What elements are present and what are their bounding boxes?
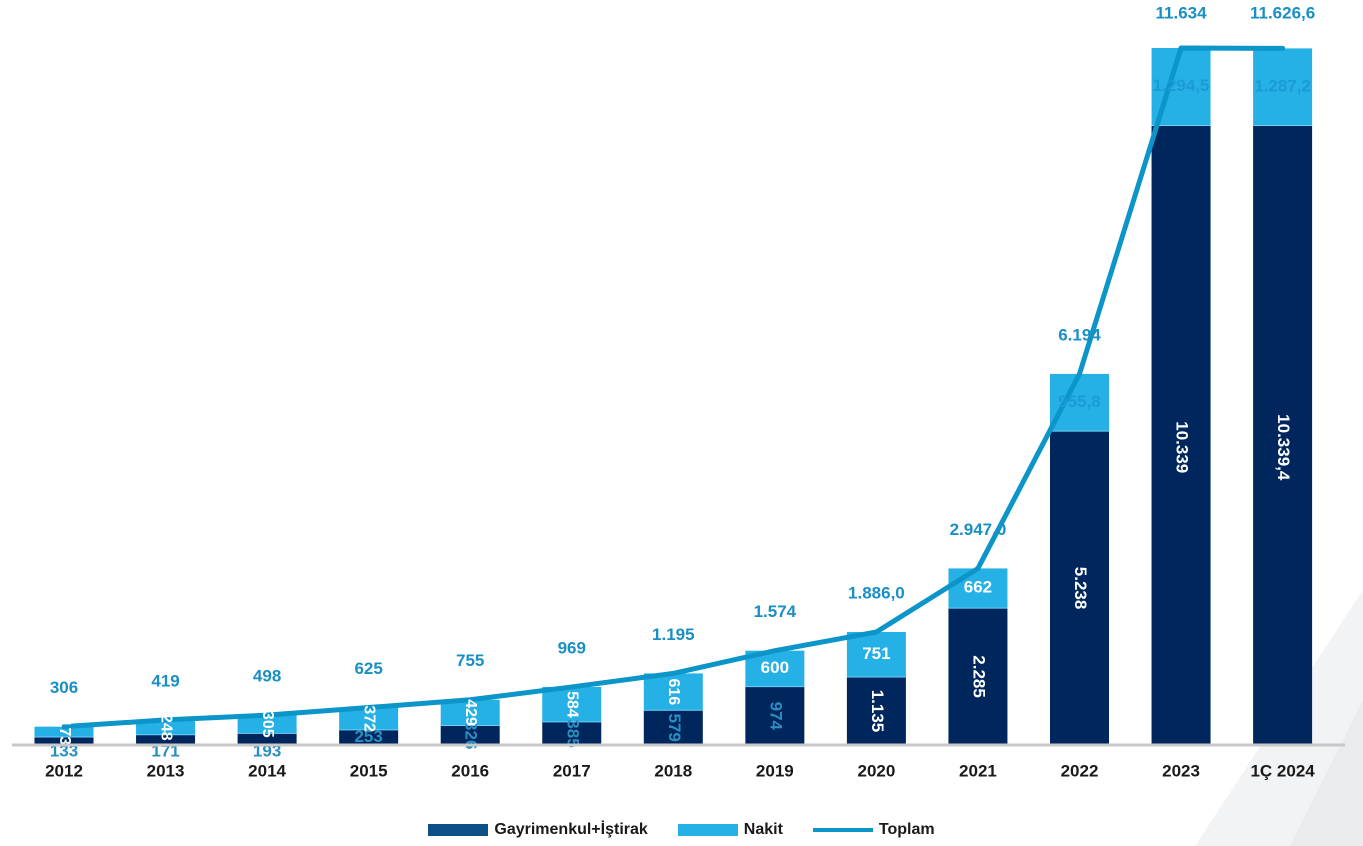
legend-item-nakit: Nakit	[677, 821, 783, 839]
legend-swatch-gayrimenkul	[428, 824, 489, 836]
data-label-toplam: 1.574	[754, 602, 797, 621]
legend-label-nakit: Nakit	[743, 821, 783, 838]
bar-gayrimenkul	[1050, 431, 1109, 745]
data-label-toplam: 969	[558, 638, 586, 657]
data-label-nakit: 584	[564, 691, 581, 718]
bar-nakit	[339, 707, 399, 730]
data-label-gayrimenkul: 10.339,4	[1274, 414, 1293, 481]
x-tick-label: 1Ç 2024	[1250, 761, 1315, 780]
data-label-gayrimenkul: 5.238	[1071, 567, 1090, 610]
bar-gayrimenkul	[34, 737, 94, 745]
data-label-nakit: 305	[259, 711, 276, 738]
data-label-toplam: 419	[151, 671, 179, 690]
bar-nakit	[948, 568, 1008, 609]
x-tick-label: 2018	[654, 761, 692, 780]
x-tick-label: 2013	[147, 761, 185, 780]
data-label-toplam: 498	[253, 667, 281, 686]
x-tick-label: 2020	[857, 761, 895, 780]
data-label-nakit: 662	[964, 578, 992, 597]
bar-gayrimenkul	[745, 686, 805, 745]
data-label-toplam: 11.626,6	[1250, 3, 1315, 22]
data-label-gayrimenkul: 2.285	[969, 655, 988, 698]
bar-gayrimenkul	[1151, 125, 1211, 745]
data-label-nakit: 616	[665, 679, 682, 706]
data-label-toplam: 1.886,0	[848, 583, 905, 602]
bar-gayrimenkul	[1253, 125, 1313, 745]
data-label-nakit: 429	[462, 699, 479, 726]
data-label-toplam: 306	[50, 678, 78, 697]
x-tick-label: 2021	[959, 761, 997, 780]
data-label-gayrimenkul: 326	[462, 721, 481, 749]
x-tick-label: 2019	[756, 761, 794, 780]
bar-nakit	[542, 686, 602, 722]
bar-gayrimenkul	[440, 725, 500, 745]
legend-swatch-nakit	[677, 824, 738, 836]
legend-item-gayrimenkul: Gayrimenkul+İştirak	[428, 821, 648, 839]
x-tick-label: 2022	[1061, 761, 1099, 780]
x-tick-label: 2017	[553, 761, 591, 780]
data-label-toplam: 625	[354, 659, 382, 678]
bar-nakit	[643, 673, 703, 711]
data-label-gayrimenkul: 1.135	[868, 690, 887, 733]
legend: Gayrimenkul+İştirak Nakit Toplam	[0, 818, 1363, 842]
x-tick-label: 2015	[350, 761, 388, 780]
legend-label-gayrimenkul: Gayrimenkul+İştirak	[494, 821, 648, 838]
bar-nakit	[1050, 373, 1109, 432]
data-label-nakit: 248	[157, 714, 174, 741]
bar-gayrimenkul	[339, 729, 399, 745]
legend-item-toplam: Toplam	[812, 821, 935, 839]
bar-gayrimenkul	[237, 733, 297, 745]
data-label-nakit: 1.287,2	[1254, 76, 1311, 95]
bar-gayrimenkul	[542, 721, 602, 745]
bar-gayrimenkul	[846, 676, 906, 745]
data-label-gayrimenkul: 974	[766, 702, 785, 731]
data-label-toplam: 6.194	[1058, 325, 1101, 344]
x-tick-label: 2023	[1162, 761, 1200, 780]
bar-nakit	[237, 715, 297, 734]
bar-nakit	[846, 632, 906, 677]
data-label-toplam: 755	[456, 651, 484, 670]
data-label-toplam: 1.195	[652, 625, 695, 644]
data-label-toplam: 11.634	[1156, 3, 1208, 22]
decorative-stripe	[1290, 700, 1363, 846]
data-label-nakit: 1.294,5	[1153, 76, 1210, 95]
legend-label-toplam: Toplam	[878, 821, 935, 838]
data-label-nakit: 372	[360, 705, 377, 732]
bar-nakit	[1253, 48, 1313, 126]
bar-nakit	[440, 699, 500, 726]
x-tick-label: 2014	[248, 761, 286, 780]
bar-gayrimenkul	[136, 734, 196, 745]
x-tick-label: 2012	[45, 761, 83, 780]
data-label-gayrimenkul: 10.339	[1173, 421, 1192, 473]
data-label-gayrimenkul: 385	[563, 719, 582, 747]
bar-gayrimenkul	[643, 710, 703, 745]
data-label-gayrimenkul: 253	[354, 727, 382, 746]
bar-gayrimenkul	[948, 608, 1008, 745]
data-label-toplam: 2.947,0	[950, 520, 1007, 539]
legend-swatch-toplam	[812, 828, 873, 832]
line-toplam	[61, 45, 1286, 730]
data-label-nakit: 600	[761, 658, 789, 677]
data-label-nakit: 955,8	[1058, 392, 1101, 411]
bar-nakit	[34, 726, 94, 738]
data-label-nakit: 173	[56, 718, 73, 745]
bar-nakit	[136, 719, 196, 735]
data-label-nakit: 751	[862, 644, 890, 663]
data-label-gayrimenkul: 579	[665, 713, 684, 741]
x-tick-label: 2016	[451, 761, 489, 780]
